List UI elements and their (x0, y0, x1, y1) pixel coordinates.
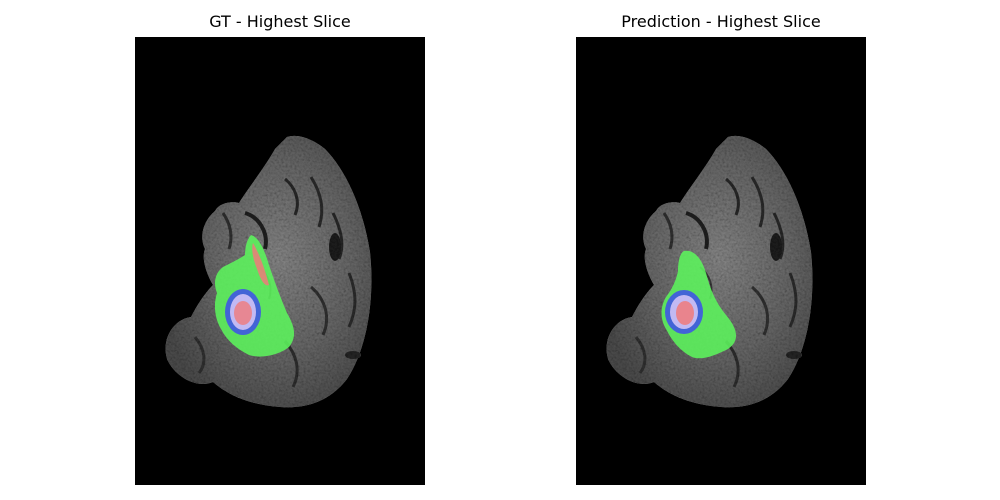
prediction-panel-title: Prediction - Highest Slice (621, 12, 821, 31)
gt-mri-image (135, 37, 425, 485)
prediction-label-red (676, 301, 694, 325)
gt-panel-title: GT - Highest Slice (209, 12, 351, 31)
brain-tissue (606, 135, 813, 408)
gt-label-red (252, 243, 269, 286)
gt-image-panel (135, 37, 425, 485)
prediction-image-panel (576, 37, 866, 485)
prediction-mri-image (576, 37, 866, 485)
